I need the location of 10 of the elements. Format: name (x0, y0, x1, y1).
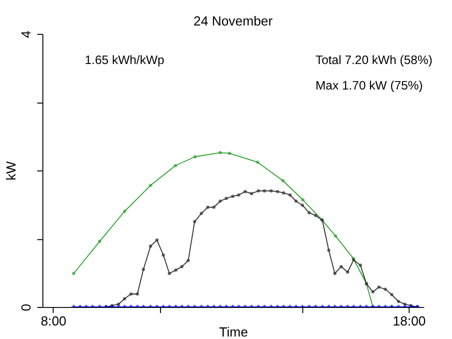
annotation: Total 7.20 kWh (58%) (315, 53, 432, 67)
y-tick-label: 0 (18, 304, 34, 312)
chart-title: 24 November (194, 13, 274, 28)
y-tick-label: 4 (18, 30, 34, 38)
annotation: Max 1.70 kW (75%) (315, 78, 423, 92)
annotation: 1.65 kWh/kWp (84, 53, 164, 67)
x-tick-label: 8:00 (40, 313, 66, 328)
y-axis-title: kW (4, 160, 19, 180)
x-tick-label: 18:00 (392, 313, 426, 328)
x-axis-title: Time (219, 324, 248, 339)
